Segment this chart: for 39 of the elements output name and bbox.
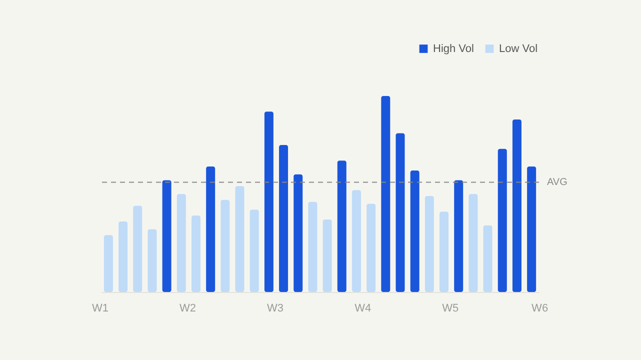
bar [527,166,536,292]
bar [424,196,434,292]
bar [264,112,274,292]
x-tick-label: W2 [179,302,196,314]
bar [250,210,259,292]
legend-label: Low Vol [499,42,538,55]
x-tick-label: W3 [267,302,284,314]
bar [512,120,522,292]
bar [118,221,128,292]
bar [454,180,464,292]
x-tick-label: W4 [354,302,372,314]
bar [148,229,157,292]
legend-label: High Vol [433,42,474,55]
bar [191,216,200,292]
bar [162,180,172,292]
bar [483,225,492,292]
x-tick-label: W5 [442,302,459,314]
bar [206,166,216,292]
bar [322,219,332,292]
bar [410,170,420,292]
bar [133,206,142,292]
bar [440,212,449,292]
bar [308,202,318,292]
bar [279,145,288,292]
bar [381,96,390,292]
bar [352,190,361,292]
bar [468,194,478,292]
bar [220,200,230,292]
bar [498,148,507,292]
x-tick-label: W6 [532,302,548,314]
bar [104,235,113,292]
ref-line-label: AVG [547,177,568,188]
bar [294,174,303,292]
bar [235,186,244,292]
bar [337,160,346,292]
bar [176,194,186,292]
bar [366,204,376,292]
x-tick-label: W1 [92,302,108,314]
bar [396,133,405,292]
